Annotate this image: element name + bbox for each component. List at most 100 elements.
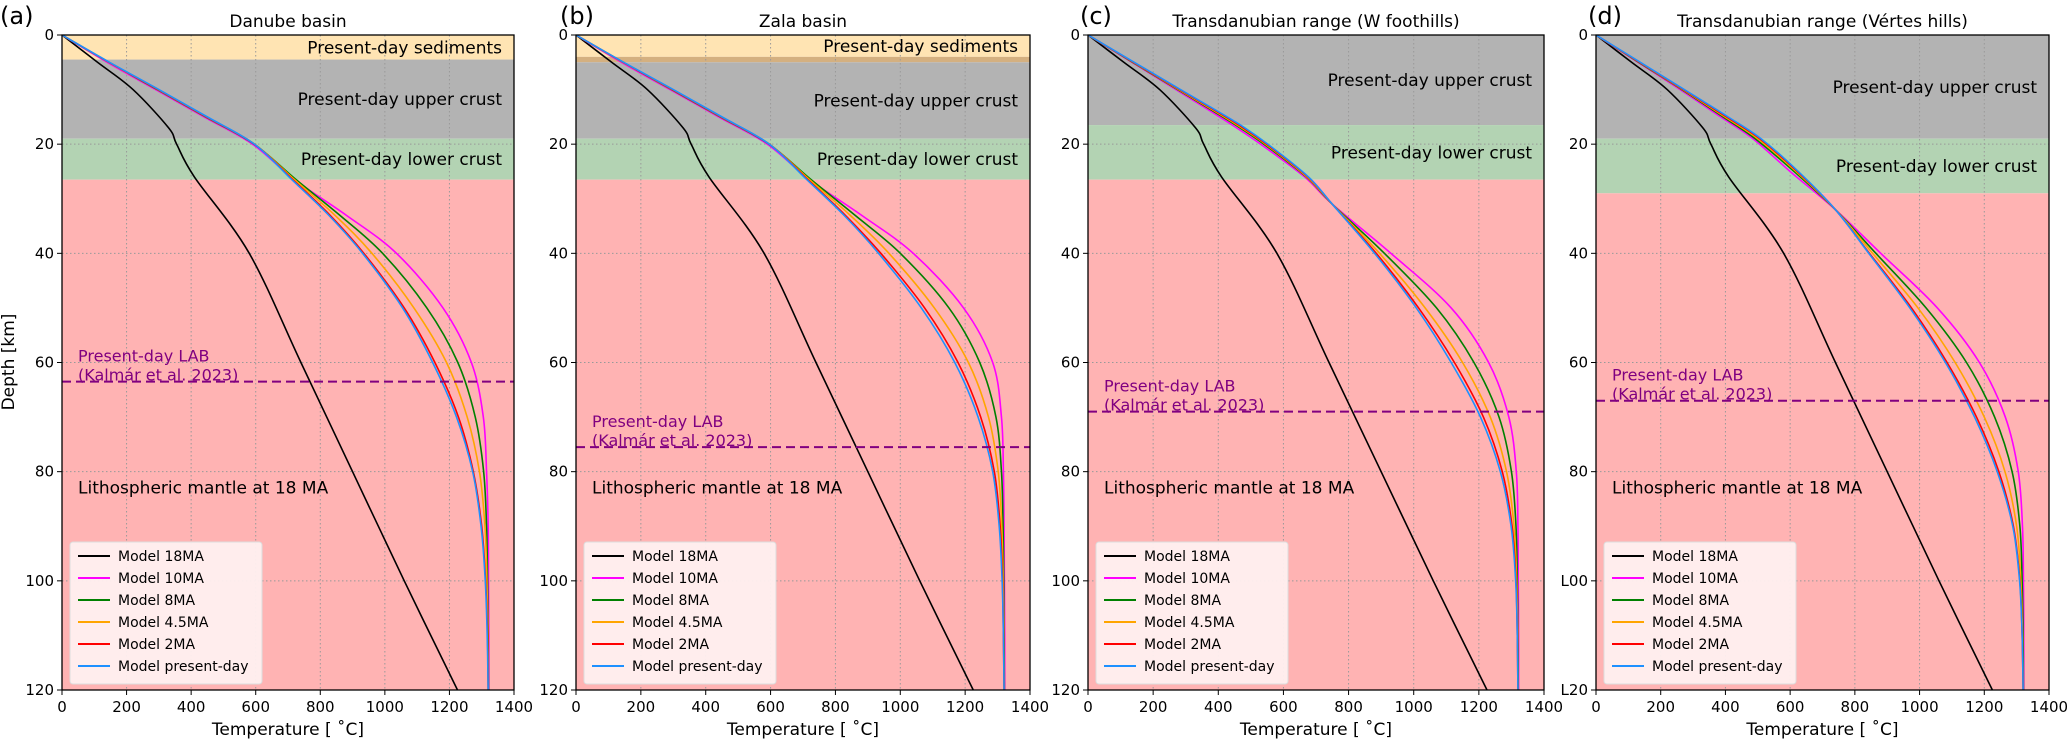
x-tick-label: 400 <box>1711 698 1740 716</box>
y-tick-label: 100 <box>539 572 568 590</box>
series-lines <box>1088 35 1520 690</box>
x-tick-label: 200 <box>1646 698 1675 716</box>
x-tick-label: 1000 <box>881 698 919 716</box>
legend-label: Model 18MA <box>118 549 204 565</box>
layer-label: Present-day upper crust <box>298 90 503 110</box>
lab: Present-day LAB(Kalmár et al. 2023) <box>1088 377 1544 415</box>
series-line-model-present-day <box>1088 35 1519 690</box>
y-tick-label: 20 <box>1061 135 1080 153</box>
legend-label: Model 2MA <box>1652 637 1729 653</box>
legend-label: Model 8MA <box>118 593 195 609</box>
y-tick-label: 0 <box>1070 26 1080 44</box>
legend-box <box>583 541 777 685</box>
y-tick-label: 40 <box>35 244 54 262</box>
x-tick-label: 800 <box>821 698 850 716</box>
x-tick-label: 0 <box>57 698 67 716</box>
x-tick-label: 600 <box>1269 698 1298 716</box>
layer-labels: Present-day sediments Present-day upper c… <box>592 37 1018 499</box>
y-tick-label: 20 <box>1569 135 1588 153</box>
axis-ticks: 0 200 400 600 800 1000 1200 1400 0 20 40 60 80 L00 L20 <box>1561 26 2067 716</box>
legend-box <box>69 541 263 685</box>
layer-labels: Present-day upper crust Present-day lower… <box>1612 78 2037 499</box>
y-tick-label: 100 <box>1051 572 1080 590</box>
layer-band <box>1088 125 1544 180</box>
legend-label: Model 4.5MA <box>632 615 723 631</box>
legend-label: Model 2MA <box>118 637 195 653</box>
legend-label: Model 10MA <box>1652 571 1738 587</box>
legend-label: Model 8MA <box>632 593 709 609</box>
y-tick-label: 120 <box>25 681 54 699</box>
y-tick-label: 60 <box>549 354 568 372</box>
layer-band <box>62 35 514 60</box>
layer-label: Present-day lower crust <box>817 150 1018 170</box>
legend-label: Model 18MA <box>1652 549 1738 565</box>
layer-band <box>62 59 514 139</box>
legend-label: Model 10MA <box>632 571 718 587</box>
legend-label: Model 2MA <box>632 637 709 653</box>
x-tick-label: 800 <box>306 698 335 716</box>
layer-label: Present-day upper crust <box>1328 71 1533 91</box>
y-tick-label: 120 <box>1051 681 1080 699</box>
y-tick-label: L20 <box>1561 681 1588 699</box>
series-line-model-10ma <box>1088 35 1520 690</box>
x-tick-label: 400 <box>691 698 720 716</box>
layer-labels: Present-day upper crust Present-day lower… <box>1104 71 1532 498</box>
x-tick-label: 0 <box>1083 698 1093 716</box>
lab-label-line2: (Kalmár et al. 2023) <box>592 431 752 450</box>
layer-band <box>576 35 1030 57</box>
x-tick-label: 400 <box>1204 698 1233 716</box>
layer-label: Lithospheric mantle at 18 MA <box>1612 479 1863 499</box>
series-line-model-18ma <box>1088 35 1488 690</box>
x-axis-label: Temperature [ ˚C] <box>726 719 879 739</box>
x-tick-label: 600 <box>241 698 270 716</box>
legend-label: Model present-day <box>118 659 249 675</box>
legend-label: Model 10MA <box>1144 571 1230 587</box>
legend-box <box>1603 541 1797 685</box>
series-line-model-18ma <box>62 35 459 690</box>
legend-label: Model 18MA <box>1144 549 1230 565</box>
x-tick-label: 1200 <box>1965 698 2003 716</box>
layer-label: Present-day sediments <box>307 38 502 58</box>
grid <box>1596 35 2049 690</box>
y-tick-label: 20 <box>549 135 568 153</box>
legend-label: Model 2MA <box>1144 637 1221 653</box>
layer-labels: Present-day sediments Present-day upper c… <box>78 38 502 498</box>
panel-title: Zala basin <box>759 12 847 32</box>
axis-ticks: 0 200 400 600 800 1000 1200 1400 0 20 40 60 80 100 120 <box>25 26 533 716</box>
y-tick-label: 80 <box>549 463 568 481</box>
lab-label-line2: (Kalmár et al. 2023) <box>78 366 238 385</box>
y-tick-label: 80 <box>1061 463 1080 481</box>
series-lines <box>62 35 490 690</box>
layer-label: Present-day lower crust <box>1331 143 1532 163</box>
y-tick-label: 0 <box>1578 26 1588 44</box>
y-tick-label: 120 <box>539 681 568 699</box>
legend-box <box>1095 541 1289 685</box>
x-axis-label: Temperature [ ˚C] <box>1239 719 1392 739</box>
legend-label: Model present-day <box>1652 659 1783 675</box>
x-tick-label: 1400 <box>495 698 533 716</box>
y-tick-label: 60 <box>35 354 54 372</box>
x-tick-label: 0 <box>571 698 581 716</box>
panel-title: Danube basin <box>229 12 346 32</box>
legend-label: Model 4.5MA <box>118 615 209 631</box>
layer-band <box>576 56 1030 63</box>
layer-label: Present-day upper crust <box>1833 78 2038 98</box>
y-tick-label: 40 <box>549 244 568 262</box>
x-tick-label: 0 <box>1591 698 1601 716</box>
y-tick-label: 0 <box>44 26 54 44</box>
panel-c: Present-day upper crust Present-day lower… <box>1051 2 1563 739</box>
panel-a: Present-day sediments Present-day upper c… <box>0 2 533 739</box>
y-tick-label: 60 <box>1061 354 1080 372</box>
y-tick-label: 100 <box>25 572 54 590</box>
panel-title: Transdanubian range (W foothills) <box>1171 12 1459 32</box>
layer-label: Lithospheric mantle at 18 MA <box>78 479 329 499</box>
y-tick-label: 40 <box>1569 244 1588 262</box>
legend-label: Model present-day <box>632 659 763 675</box>
lab-label-line1: Present-day LAB <box>1612 366 1744 385</box>
legend: Model 18MA Model 10MA Model 8MA Model 4.5MA… <box>1095 541 1289 685</box>
layer-label: Present-day lower crust <box>301 150 502 170</box>
x-tick-label: 1000 <box>366 698 404 716</box>
y-axis-label: Depth [km] <box>0 314 19 411</box>
series-line-model-present-day <box>1596 35 2024 690</box>
